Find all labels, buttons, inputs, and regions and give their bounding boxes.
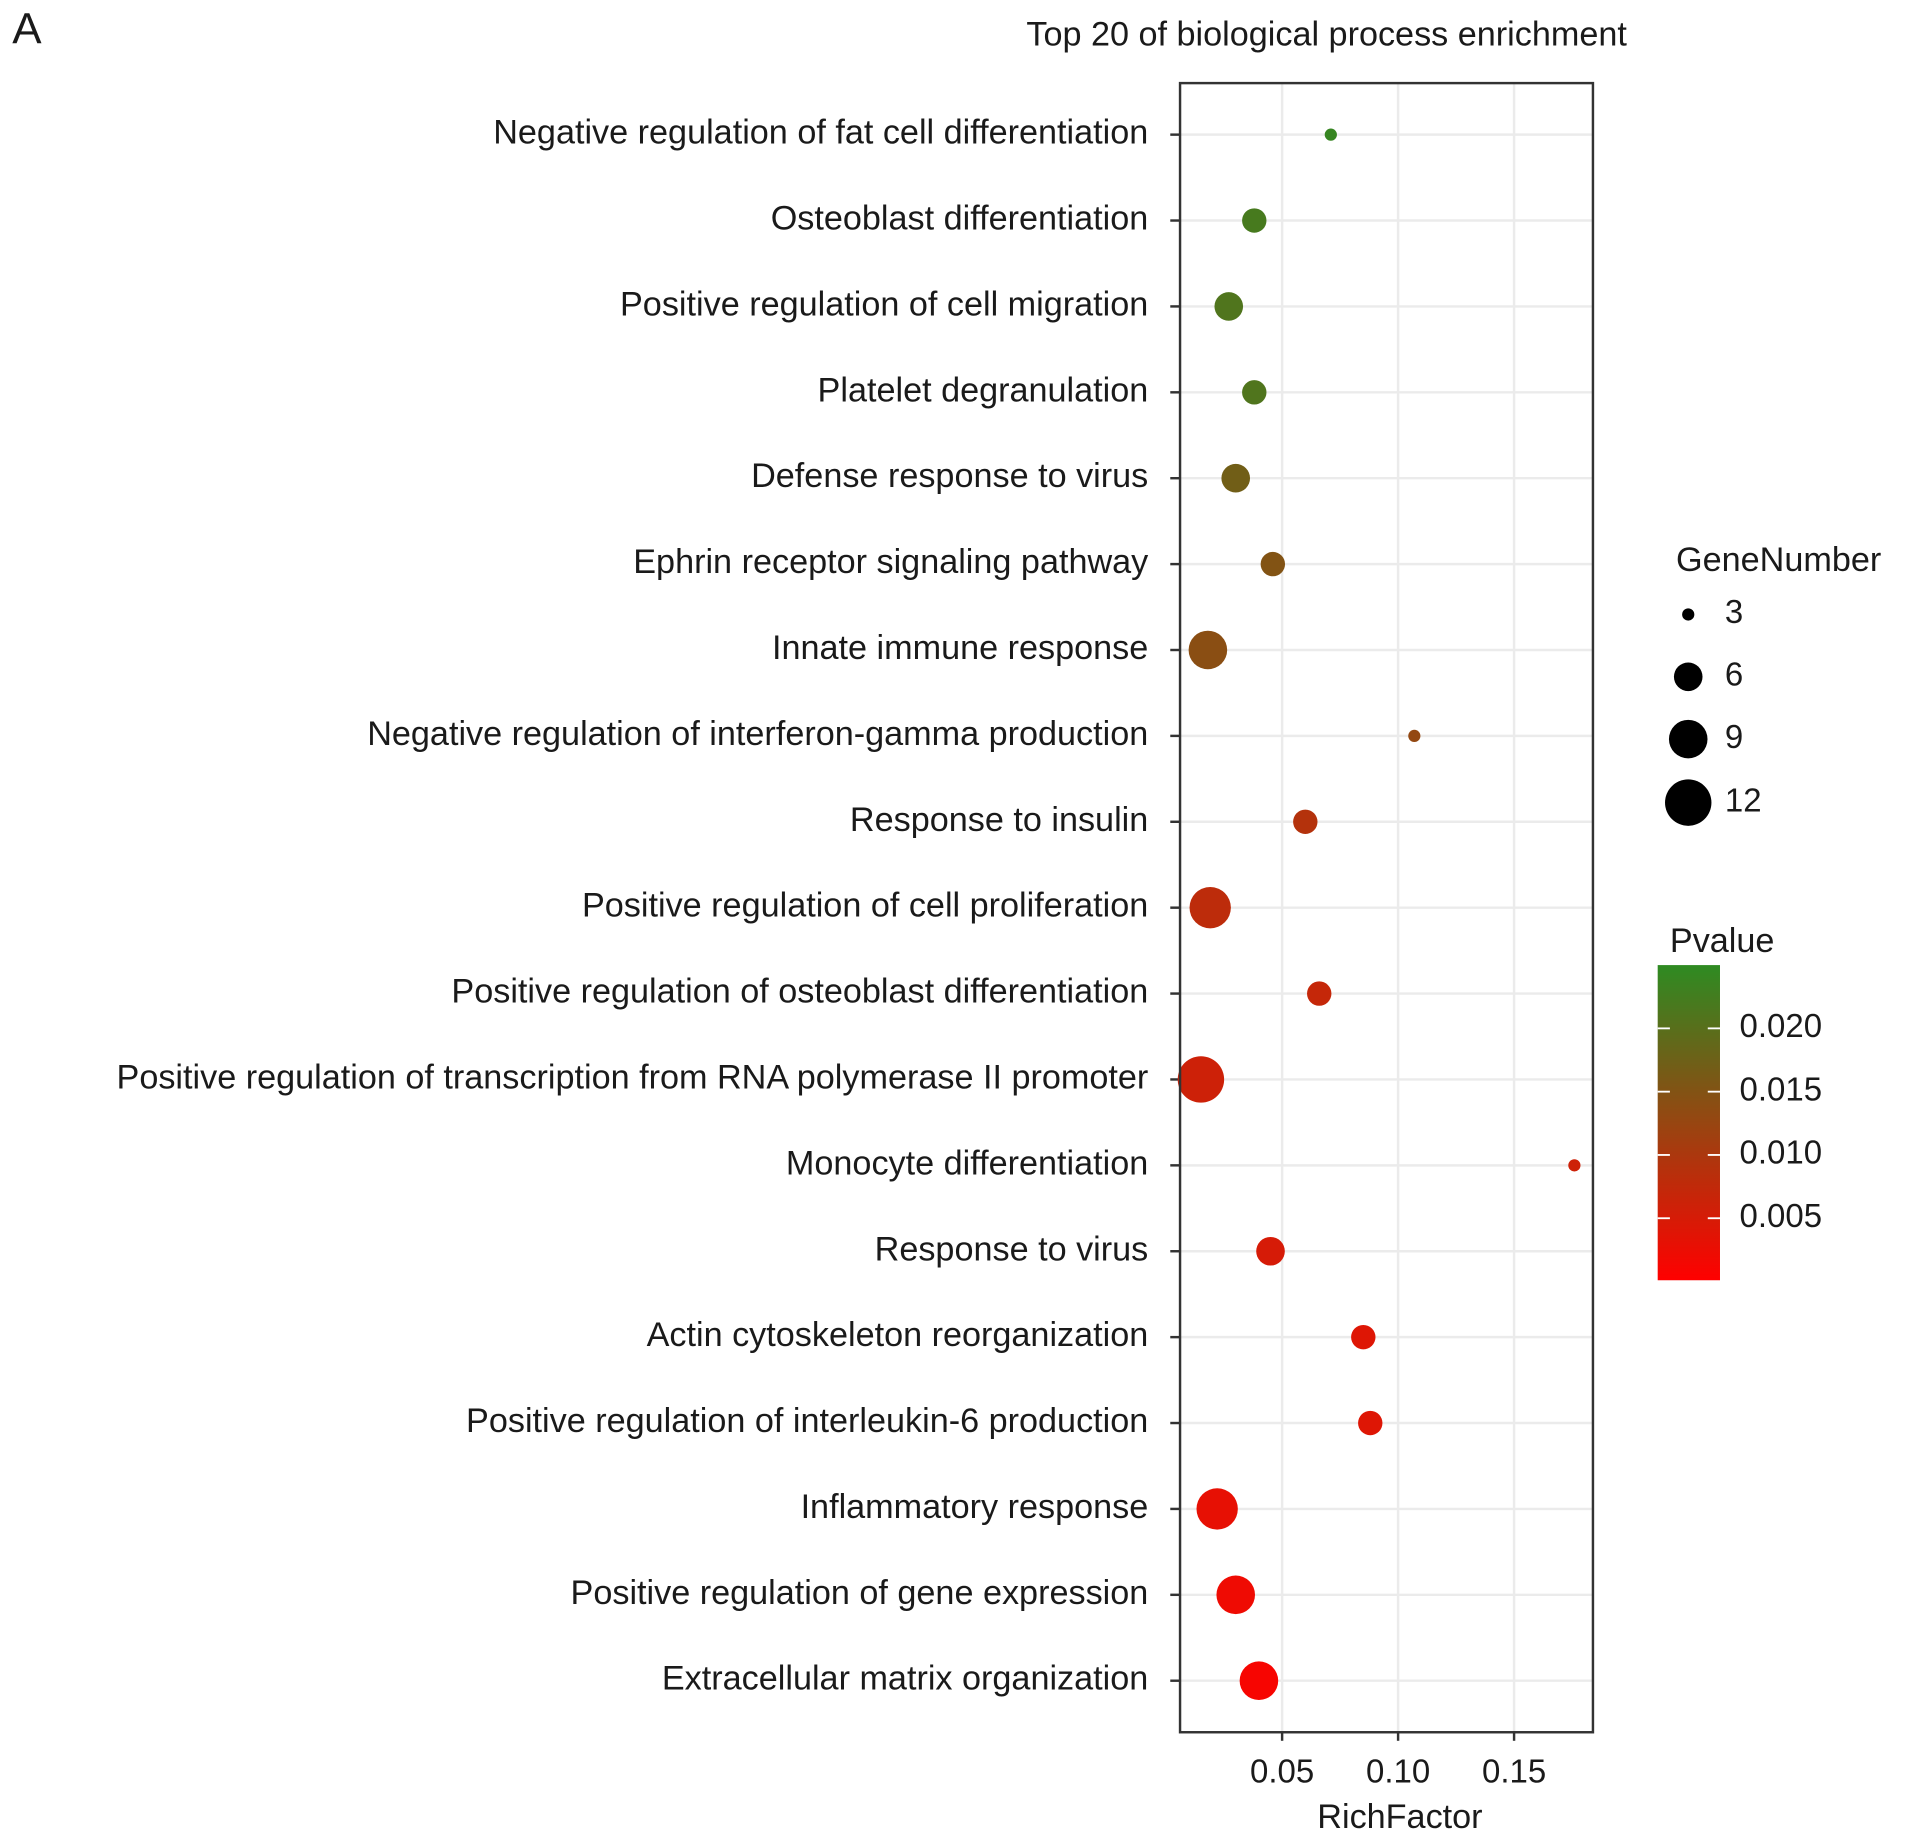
size-legend-label: 3 <box>1725 593 1743 630</box>
y-tick-label: Positive regulation of osteoblast differ… <box>451 973 1148 1011</box>
y-tick-label: Response to virus <box>875 1230 1149 1268</box>
size-legend-dot <box>1682 608 1695 621</box>
x-tick-label: 0.05 <box>1250 1752 1314 1789</box>
y-tick-label: Response to insulin <box>850 801 1148 839</box>
size-legend-title: GeneNumber <box>1676 541 1881 579</box>
y-tick-label: Actin cytoskeleton reorganization <box>647 1316 1149 1354</box>
y-tick-label: Inflammatory response <box>801 1488 1149 1526</box>
y-tick-label: Innate immune response <box>772 629 1148 667</box>
y-tick-label: Osteoblast differentiation <box>771 200 1149 238</box>
y-tick-label: Monocyte differentiation <box>786 1144 1148 1182</box>
bubble <box>1358 1410 1383 1436</box>
bubble <box>1408 729 1421 742</box>
color-bar-label: 0.020 <box>1740 1007 1823 1044</box>
bubble <box>1351 1324 1376 1350</box>
y-tick-label: Negative regulation of interferon-gamma … <box>367 715 1148 753</box>
y-tick-label: Negative regulation of fat cell differen… <box>493 114 1148 152</box>
bubble <box>1307 981 1332 1006</box>
bubble <box>1214 292 1244 321</box>
bubble <box>1324 128 1337 141</box>
bubble <box>1293 809 1318 834</box>
bubble <box>1242 380 1267 405</box>
size-legend-label: 9 <box>1725 718 1743 755</box>
size-legend-label: 12 <box>1725 781 1762 818</box>
bubble <box>1196 1488 1238 1530</box>
bubble <box>1216 1575 1255 1615</box>
panel-label: A <box>12 4 42 53</box>
y-tick-label: Positive regulation of cell migration <box>620 285 1148 323</box>
size-legend-dot <box>1665 779 1712 826</box>
x-tick-label: 0.10 <box>1366 1752 1430 1789</box>
panel-border <box>1178 81 1595 1734</box>
color-legend-title: Pvalue <box>1670 922 1775 960</box>
size-legend-dot <box>1673 662 1703 692</box>
color-bar-label: 0.015 <box>1740 1070 1823 1107</box>
bubble <box>1239 1661 1279 1700</box>
color-bar-label: 0.010 <box>1740 1134 1823 1171</box>
chart-title: Top 20 of biological process enrichment <box>1026 16 1627 54</box>
y-tick-label: Positive regulation of interleukin-6 pro… <box>466 1402 1148 1440</box>
y-tick-label: Positive regulation of cell proliferatio… <box>582 887 1148 925</box>
bubble <box>1568 1159 1581 1172</box>
bubble <box>1242 208 1267 233</box>
y-tick-label: Extracellular matrix organization <box>662 1660 1148 1698</box>
bubble <box>1260 551 1286 577</box>
bubble <box>1256 1236 1285 1266</box>
bubble <box>1188 630 1228 670</box>
y-tick-label: Ephrin receptor signaling pathway <box>633 543 1149 581</box>
size-legend-dot <box>1668 719 1708 759</box>
y-tick-label: Platelet degranulation <box>818 371 1149 409</box>
y-tick-label: Positive regulation of gene expression <box>571 1574 1149 1612</box>
bubble <box>1177 1056 1225 1103</box>
bubble <box>1221 463 1251 493</box>
size-legend-label: 6 <box>1725 656 1743 693</box>
bubble <box>1189 887 1231 929</box>
color-bar <box>1657 965 1720 1281</box>
x-axis-title: RichFactor <box>1317 1798 1482 1836</box>
color-bar-label: 0.005 <box>1740 1197 1823 1234</box>
y-tick-label: Positive regulation of transcription fro… <box>117 1058 1149 1096</box>
x-tick-label: 0.15 <box>1482 1752 1546 1789</box>
y-tick-label: Defense response to virus <box>751 457 1148 495</box>
